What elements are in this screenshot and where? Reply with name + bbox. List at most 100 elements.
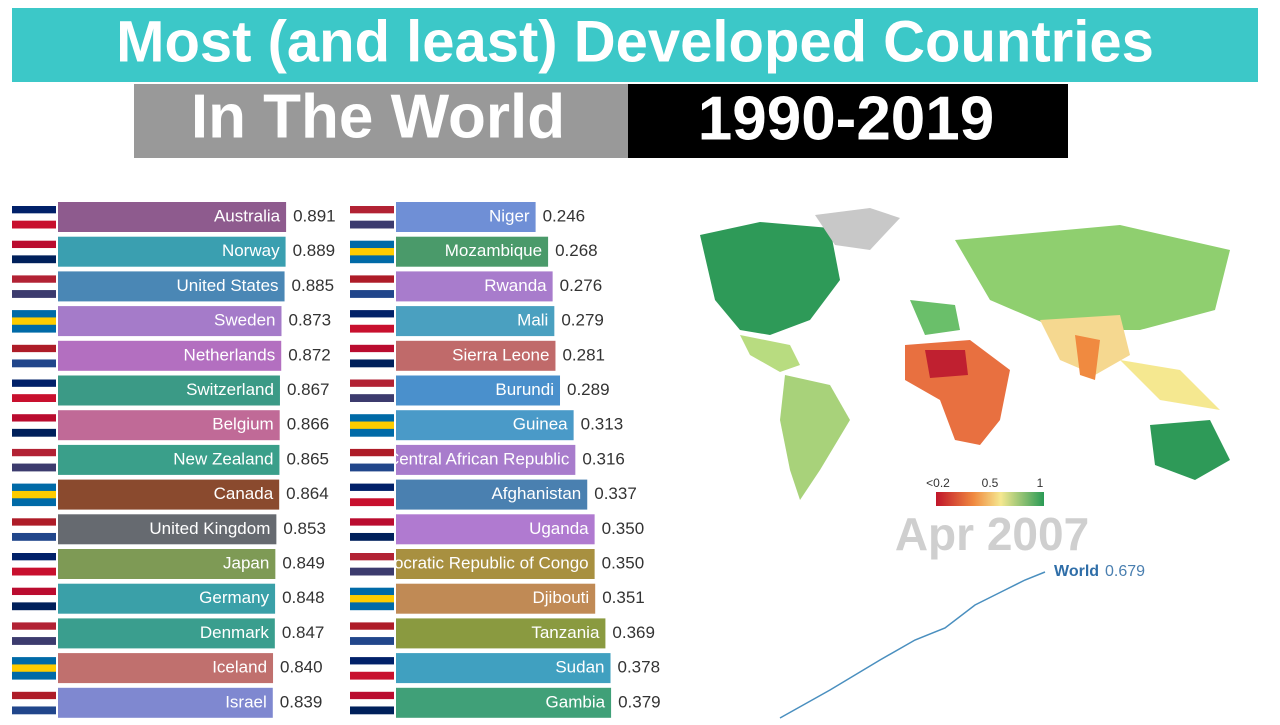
bar <box>58 444 280 475</box>
flag <box>350 657 394 665</box>
flag <box>12 587 56 596</box>
bar <box>396 271 553 302</box>
flag <box>12 463 56 472</box>
flag <box>350 282 394 291</box>
value-label: 0.246 <box>543 206 586 225</box>
flag <box>12 240 56 249</box>
flag <box>350 448 394 457</box>
bar <box>58 549 276 579</box>
value-label: 0.840 <box>280 658 323 677</box>
flag <box>350 310 394 318</box>
value-label: 0.867 <box>287 380 330 399</box>
flag <box>350 498 394 507</box>
bar <box>396 202 536 232</box>
flag <box>350 394 394 402</box>
flag <box>12 691 56 700</box>
flag <box>350 220 394 229</box>
flag <box>12 379 56 388</box>
bar-label: Democratic Republic of Congo <box>358 553 589 572</box>
bar <box>396 340 556 371</box>
flag <box>350 428 394 437</box>
value-label: 0.889 <box>293 241 336 260</box>
flag <box>350 352 394 360</box>
value-label: 0.873 <box>288 311 331 330</box>
flag <box>12 498 56 507</box>
value-label: 0.350 <box>602 553 645 572</box>
flag <box>12 386 56 395</box>
bar-label: Mali <box>517 311 548 330</box>
flag <box>12 699 56 707</box>
bar-label: Afghanistan <box>491 484 581 503</box>
bar-label: Denmark <box>200 623 269 642</box>
value-label: 0.316 <box>582 449 625 468</box>
flag <box>350 490 394 499</box>
bar-label: Gambia <box>546 692 606 711</box>
flag <box>12 532 56 541</box>
flag <box>12 282 56 291</box>
flag <box>12 657 56 665</box>
bar-label: Germany <box>199 588 269 607</box>
bar-label: Mozambique <box>445 241 542 260</box>
bar-label: New Zealand <box>173 449 273 468</box>
flag <box>12 664 56 673</box>
flag <box>350 344 394 353</box>
legend-label: <0.2 <box>926 476 950 490</box>
value-label: 0.866 <box>287 415 330 434</box>
value-label: 0.378 <box>618 658 661 677</box>
bar-label: Central African Republic <box>387 449 570 468</box>
bar <box>58 306 282 337</box>
flag <box>350 248 394 256</box>
bar <box>58 202 287 232</box>
bar <box>396 653 611 684</box>
world-map <box>700 208 1230 500</box>
flag <box>12 352 56 360</box>
flag <box>12 456 56 465</box>
bar <box>396 687 612 718</box>
bar <box>58 514 277 545</box>
flag <box>350 699 394 707</box>
bar-label: Norway <box>222 241 280 260</box>
flag <box>12 213 56 222</box>
flag <box>12 602 56 611</box>
flag <box>12 671 56 680</box>
title: Most (and least) Developed Countries <box>116 9 1154 74</box>
value-label: 0.864 <box>286 484 329 503</box>
bar <box>58 340 282 371</box>
flag <box>350 414 394 423</box>
bar <box>58 687 273 718</box>
value-label: 0.847 <box>282 623 325 642</box>
flag <box>12 310 56 318</box>
bar <box>396 236 549 267</box>
date-label: Apr 2007 <box>895 508 1089 560</box>
bar-label: Netherlands <box>184 345 276 364</box>
bar <box>58 236 286 267</box>
flag <box>12 220 56 229</box>
title-band <box>12 8 1258 82</box>
value-label: 0.279 <box>561 311 604 330</box>
bar <box>58 479 280 510</box>
flag <box>12 629 56 638</box>
years: 1990-2019 <box>698 84 995 153</box>
value-label: 0.337 <box>594 484 637 503</box>
flag <box>12 622 56 631</box>
flag <box>350 317 394 326</box>
flag <box>12 448 56 457</box>
flag <box>12 706 56 715</box>
world-value: 0.679 <box>1105 563 1145 580</box>
bar-label: Australia <box>214 206 281 225</box>
flag <box>350 706 394 715</box>
flag <box>12 428 56 437</box>
flag <box>350 359 394 368</box>
value-label: 0.351 <box>602 588 645 607</box>
bar <box>396 618 606 649</box>
bar-label: Rwanda <box>484 276 547 295</box>
flag <box>350 275 394 284</box>
value-label: 0.885 <box>292 276 335 295</box>
bar-label: Sudan <box>555 658 604 677</box>
flag <box>12 290 56 298</box>
flag <box>12 525 56 534</box>
value-label: 0.350 <box>602 519 645 538</box>
value-label: 0.848 <box>282 588 325 607</box>
flag <box>12 518 56 527</box>
